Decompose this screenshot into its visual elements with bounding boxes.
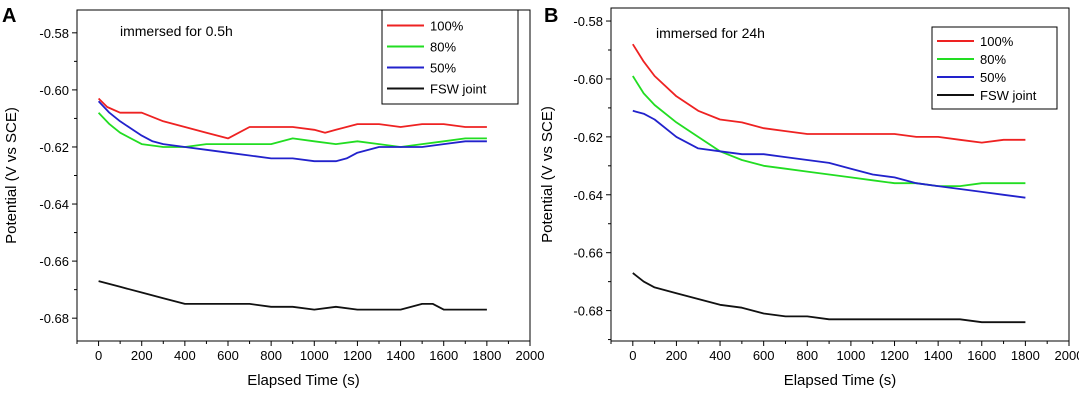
- annotation-text: immersed for 0.5h: [120, 23, 233, 39]
- legend-label: FSW joint: [980, 88, 1037, 103]
- annotation-text: immersed for 24h: [656, 25, 765, 41]
- y-tick-label: -0.64: [39, 197, 69, 212]
- x-tick-label: 200: [131, 348, 153, 363]
- panel-b-chart: B 0 200 400 600 800 1000 1200 1400 1600 1800 2000 -0…: [539, 5, 1079, 389]
- y-axis-title: Potential (V vs SCE): [539, 106, 556, 243]
- x-tick-label: 1600: [967, 348, 996, 363]
- series-line-80-: [97, 112, 487, 148]
- y-tick-label: -0.62: [39, 140, 69, 155]
- legend-label: 80%: [980, 52, 1006, 67]
- panel-label: B: [544, 5, 558, 27]
- x-tick-label: 0: [629, 348, 636, 363]
- series-line-80-: [632, 75, 1026, 188]
- x-tick-label: 1400: [924, 348, 953, 363]
- x-axis-title: Elapsed Time (s): [247, 372, 360, 389]
- x-tick-label: 1400: [386, 348, 415, 363]
- legend-label: 100%: [980, 34, 1014, 49]
- legend-label: 50%: [430, 61, 456, 76]
- legend-label: 50%: [980, 70, 1006, 85]
- series-line-50-: [97, 100, 487, 163]
- x-tick-label: 1200: [880, 348, 909, 363]
- legend-label: FSW joint: [430, 82, 487, 97]
- x-tick-label: 1000: [836, 348, 865, 363]
- panel-a-chart: A 0 200 400 600 800 1000 1200 1400 1600 1800 2000 -0…: [2, 5, 544, 389]
- x-tick-label: 1800: [1011, 348, 1040, 363]
- x-tick-label: 400: [174, 348, 196, 363]
- x-tick-label: 200: [666, 348, 688, 363]
- x-tick-label: 2000: [516, 348, 545, 363]
- x-tick-label: 800: [796, 348, 818, 363]
- plot-frame: [610, 7, 1070, 342]
- x-tick-label: 2000: [1055, 348, 1079, 363]
- y-tick-label: -0.68: [39, 311, 69, 326]
- y-tick-label: -0.60: [39, 83, 69, 98]
- y-tick-label: -0.68: [573, 304, 603, 319]
- x-tick-label: 800: [260, 348, 282, 363]
- x-axis-title: Elapsed Time (s): [784, 372, 897, 389]
- y-tick-label: -0.58: [39, 26, 69, 41]
- x-tick-label: 600: [217, 348, 239, 363]
- x-tick-label: 1800: [472, 348, 501, 363]
- series-line-100-: [97, 97, 487, 140]
- series-line-fsw-joint: [98, 280, 487, 311]
- y-tick-label: -0.62: [573, 130, 603, 145]
- x-tick-label: 400: [709, 348, 731, 363]
- x-tick-label: 1000: [300, 348, 329, 363]
- panel-label: A: [2, 5, 16, 27]
- y-tick-label: -0.64: [573, 188, 603, 203]
- x-tick-label: 0: [95, 348, 102, 363]
- x-tick-label: 1600: [429, 348, 458, 363]
- legend-label: 80%: [430, 40, 456, 55]
- y-tick-label: -0.66: [39, 254, 69, 269]
- x-tick-label: 1200: [343, 348, 372, 363]
- y-tick-label: -0.66: [573, 246, 603, 261]
- legend-label: 100%: [430, 19, 464, 34]
- y-tick-label: -0.58: [573, 14, 603, 29]
- x-tick-label: 600: [753, 348, 775, 363]
- y-axis-title: Potential (V vs SCE): [3, 107, 20, 244]
- y-tick-label: -0.60: [573, 72, 603, 87]
- series-line-fsw-joint: [632, 272, 1026, 324]
- series-line-50-: [632, 109, 1026, 199]
- series-line-100-: [632, 43, 1026, 144]
